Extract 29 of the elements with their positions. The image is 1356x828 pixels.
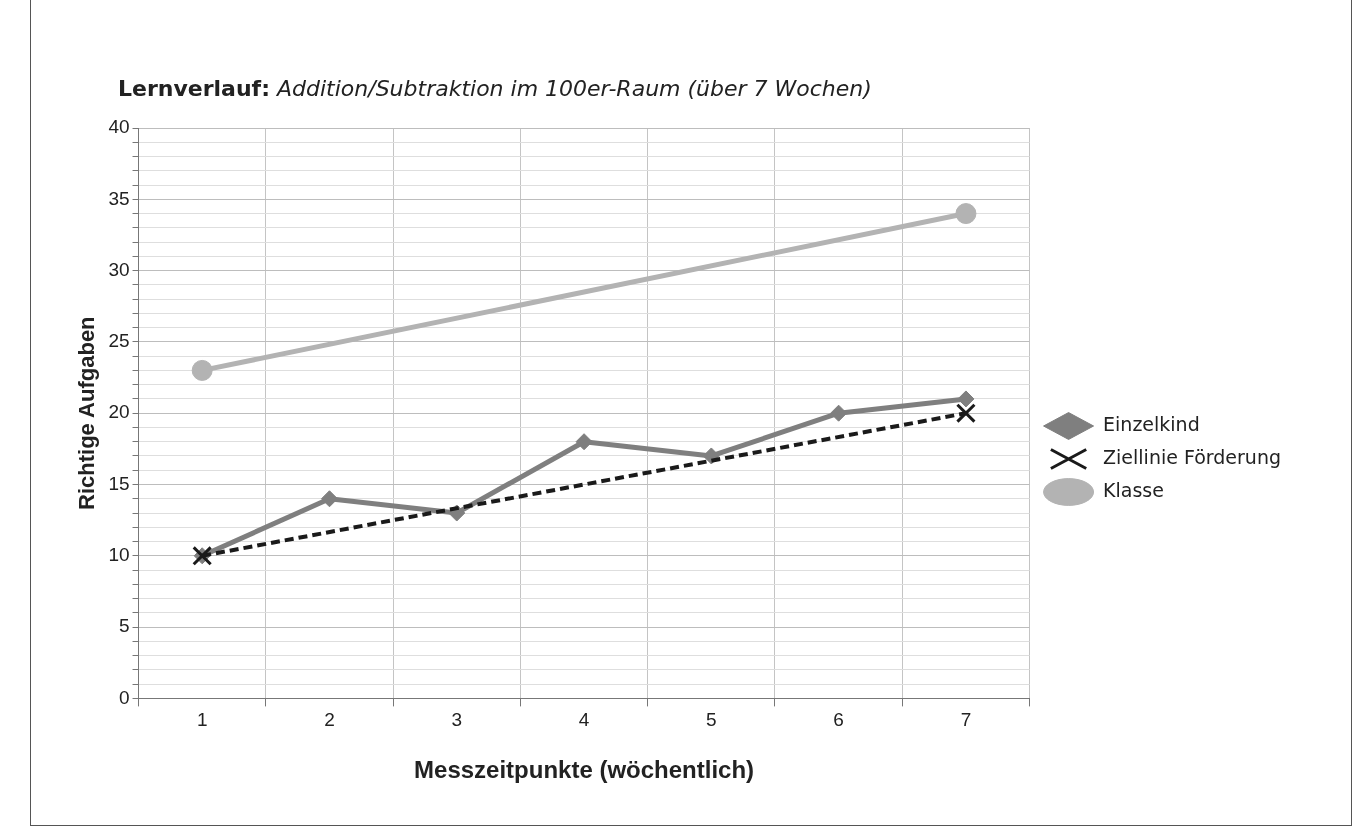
y-axis-title: Richtige Aufgaben: [74, 316, 100, 510]
x-tick-label: 4: [578, 709, 590, 731]
point: [320, 490, 338, 508]
y-tick-label: 15: [108, 472, 130, 494]
legend-label: Klasse: [1103, 478, 1164, 501]
x-tick-label: 5: [706, 709, 717, 731]
point: [955, 203, 977, 225]
point: [955, 403, 976, 424]
y-tick-label: 35: [108, 187, 130, 209]
y-tick-label: 40: [108, 116, 130, 138]
point: [191, 359, 213, 381]
chart-title: Lernverlauf:: [118, 76, 270, 101]
y-tick-label: 0: [118, 686, 130, 708]
point: [575, 433, 593, 451]
y-tick-label: 10: [108, 544, 130, 566]
y-tick-label: 30: [108, 258, 130, 280]
y-tick-label: 5: [118, 615, 130, 637]
legend-label: Ziellinie Förderung: [1103, 445, 1282, 468]
y-tick-label: 25: [108, 330, 130, 352]
x-tick-label: 2: [324, 709, 335, 731]
x-axis-title: Messzeitpunkte (wöchentlich): [414, 756, 755, 784]
x-tick-label: 1: [196, 709, 208, 731]
x-tick-label: 6: [833, 709, 844, 731]
x-tick-label: 7: [960, 709, 972, 731]
legend-label: Einzelkind: [1103, 412, 1200, 435]
y-tick-label: 20: [108, 401, 130, 423]
point: [957, 390, 975, 408]
x-tick-label: 3: [451, 709, 463, 731]
chart-subtitle: Addition/Subtraktion im 100er-Raum (über 7 Wochen): [276, 76, 872, 101]
